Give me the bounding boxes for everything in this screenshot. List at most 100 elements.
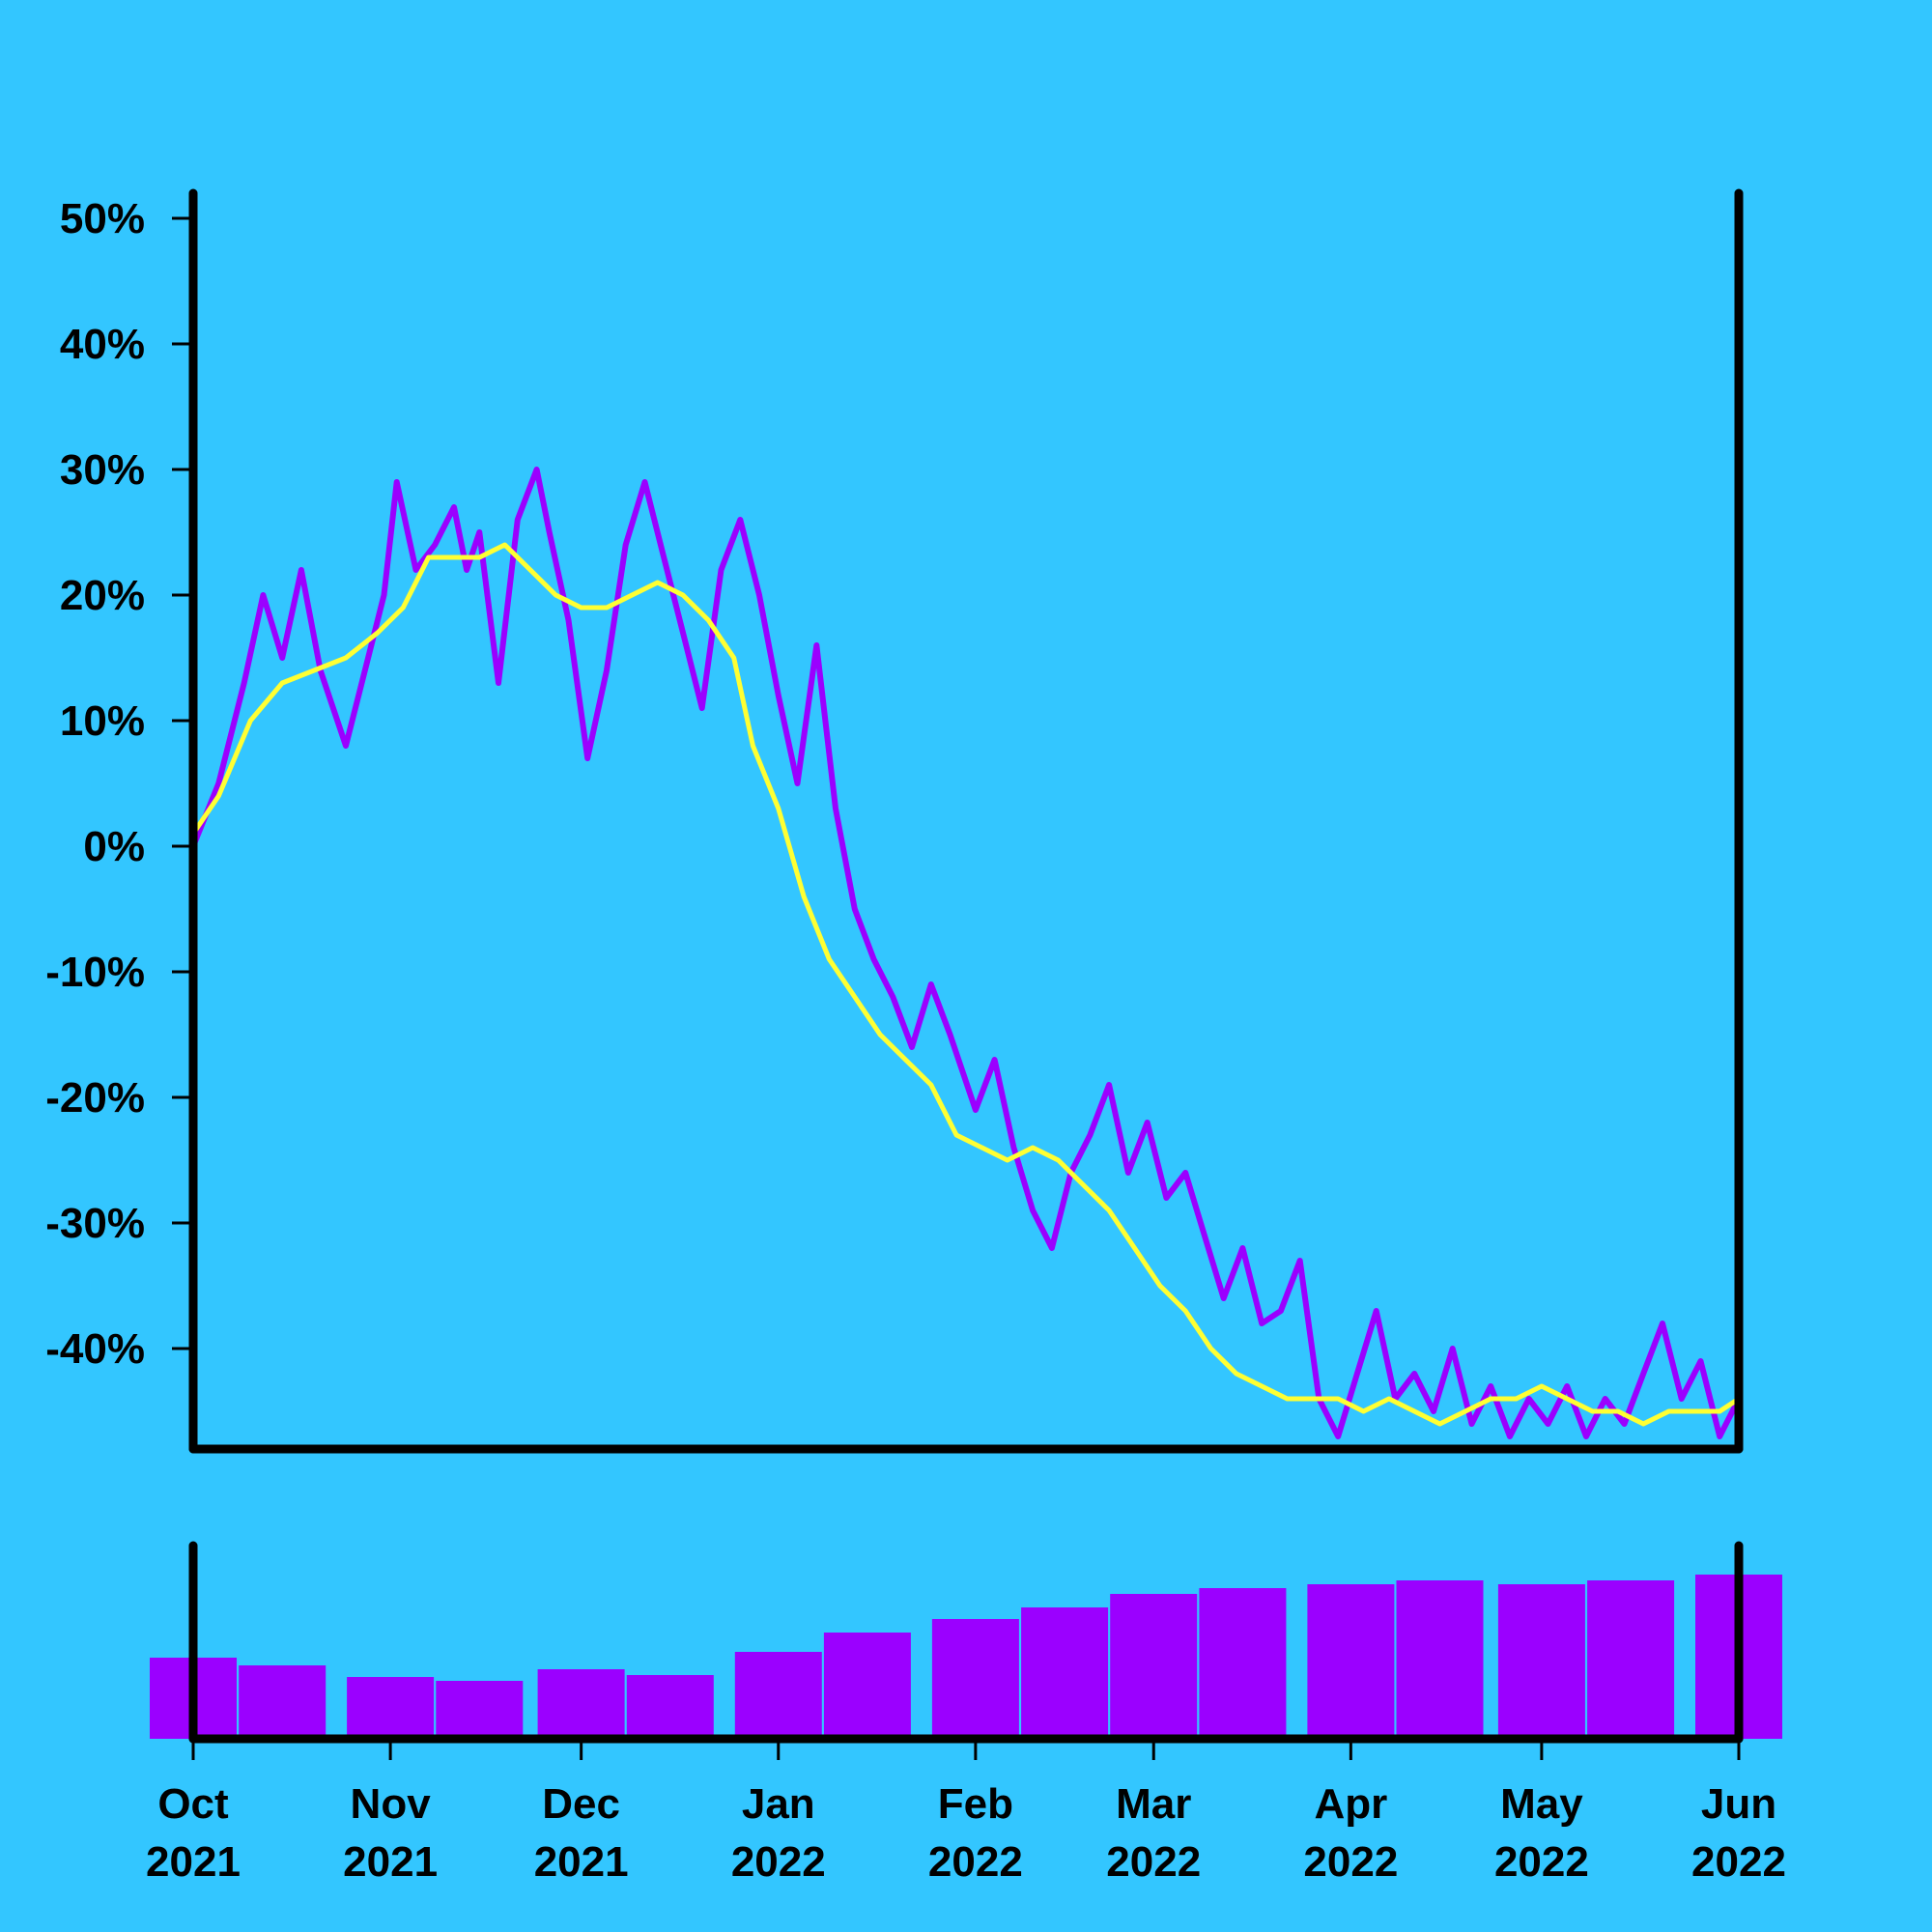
price-point (478, 531, 480, 533)
price-point (1184, 1172, 1186, 1174)
moving-average-point (606, 607, 608, 609)
volume-bar (823, 1633, 911, 1739)
volume-bar (1396, 1580, 1484, 1739)
price-point (1528, 1398, 1530, 1400)
price-point (1241, 1247, 1243, 1249)
moving-average-point (402, 607, 404, 609)
volume-bar (1587, 1580, 1675, 1739)
y-axis-ticks: 50% 40% 30% 20% 10% 0% -10% -20% -30% -40% (45, 195, 193, 1373)
price-point (1147, 1122, 1149, 1123)
x-tick-year-label: 2022 (1303, 1838, 1398, 1886)
volume-bar (931, 1619, 1019, 1739)
price-point (1356, 1373, 1358, 1375)
moving-average-point (345, 657, 347, 659)
moving-average-point (981, 1147, 982, 1149)
moving-average-point (1719, 1410, 1720, 1412)
price-point (1337, 1435, 1339, 1437)
moving-average-point (1566, 1398, 1568, 1400)
x-tick-month-label: Oct (157, 1780, 229, 1828)
volume-bar (1497, 1584, 1585, 1739)
price-point (644, 481, 645, 483)
moving-average-point (1413, 1410, 1415, 1412)
x-axis-ticks: Oct 2021 Nov 2021 Dec 2021 Jan 2022 Feb 2022 Mar 20… (146, 1739, 1786, 1886)
y-tick-label: 20% (60, 572, 145, 619)
price-point (1642, 1373, 1644, 1375)
moving-average-point (1083, 1184, 1085, 1186)
volume-bar (239, 1665, 327, 1739)
price-point (536, 469, 538, 470)
volume-bar (1021, 1607, 1109, 1739)
x-tick-month-label: May (1500, 1780, 1583, 1828)
price-point (345, 745, 347, 747)
price-point (815, 644, 817, 646)
price-point (701, 707, 703, 709)
moving-average-point (682, 594, 684, 596)
price-point (1624, 1423, 1625, 1425)
y-tick-label: 50% (60, 195, 145, 242)
price-point (497, 682, 499, 684)
y-tick-label: 40% (60, 321, 145, 368)
moving-average-point (428, 556, 430, 558)
moving-average-point (1363, 1410, 1364, 1412)
price-point (1585, 1435, 1587, 1437)
moving-average-point (217, 795, 219, 797)
moving-average-point (733, 657, 735, 659)
moving-average-point (1668, 1410, 1670, 1412)
volume-bar (537, 1669, 625, 1739)
price-point (1413, 1373, 1415, 1375)
price-point (1376, 1310, 1378, 1312)
moving-average-point (631, 594, 633, 596)
volume-chart-panel: Oct 2021 Nov 2021 Dec 2021 Jan 2022 Feb 2022 Mar 20… (146, 1541, 1786, 1886)
moving-average-point (1516, 1398, 1517, 1400)
moving-average-point (1159, 1285, 1161, 1287)
volume-bar (1199, 1588, 1287, 1739)
y-tick-label: 30% (60, 446, 145, 494)
moving-average-point (1287, 1398, 1288, 1400)
x-tick-month-label: Jan (742, 1780, 815, 1828)
price-point (1261, 1322, 1263, 1324)
price-point (586, 757, 588, 759)
moving-average-point (529, 569, 531, 571)
y-tick-label: -20% (45, 1074, 145, 1122)
price-point (453, 506, 455, 508)
price-point (721, 569, 722, 571)
moving-average-point (1184, 1310, 1186, 1312)
x-tick-year-label: 2021 (343, 1838, 438, 1886)
price-point (1452, 1348, 1454, 1350)
volume-bar (347, 1677, 435, 1739)
volume-bar (436, 1681, 524, 1739)
moving-average-point (1642, 1423, 1644, 1425)
price-point (1566, 1385, 1568, 1387)
price-point (217, 782, 219, 784)
price-point (466, 569, 468, 571)
price-point (1681, 1398, 1683, 1400)
price-point (873, 958, 874, 960)
price-point (739, 519, 741, 521)
volume-bar (1110, 1594, 1198, 1739)
moving-average-point (504, 544, 506, 546)
price-point (1127, 1172, 1129, 1174)
moving-average-point (1058, 1159, 1059, 1161)
price-point (364, 669, 366, 671)
moving-average-point (1032, 1147, 1034, 1149)
price-point (1032, 1209, 1034, 1211)
moving-average-point (249, 720, 251, 722)
moving-average-point (904, 1059, 906, 1061)
price-point (606, 669, 608, 671)
x-tick-year-label: 2021 (534, 1838, 629, 1886)
x-tick-year-label: 2022 (1106, 1838, 1201, 1886)
moving-average-point (1541, 1385, 1543, 1387)
price-point (1394, 1398, 1396, 1400)
y-tick-label: -30% (45, 1200, 145, 1247)
moving-average-point (281, 682, 283, 684)
moving-average-point (1337, 1398, 1339, 1400)
price-point (975, 1109, 977, 1111)
price-point (1299, 1260, 1301, 1262)
price-point (1012, 1147, 1014, 1149)
moving-average-point (1261, 1385, 1263, 1387)
price-point (854, 908, 856, 910)
price-point (1051, 1247, 1053, 1249)
price-point (568, 619, 569, 621)
x-tick-month-label: Feb (938, 1780, 1013, 1828)
price-point (1719, 1435, 1720, 1437)
